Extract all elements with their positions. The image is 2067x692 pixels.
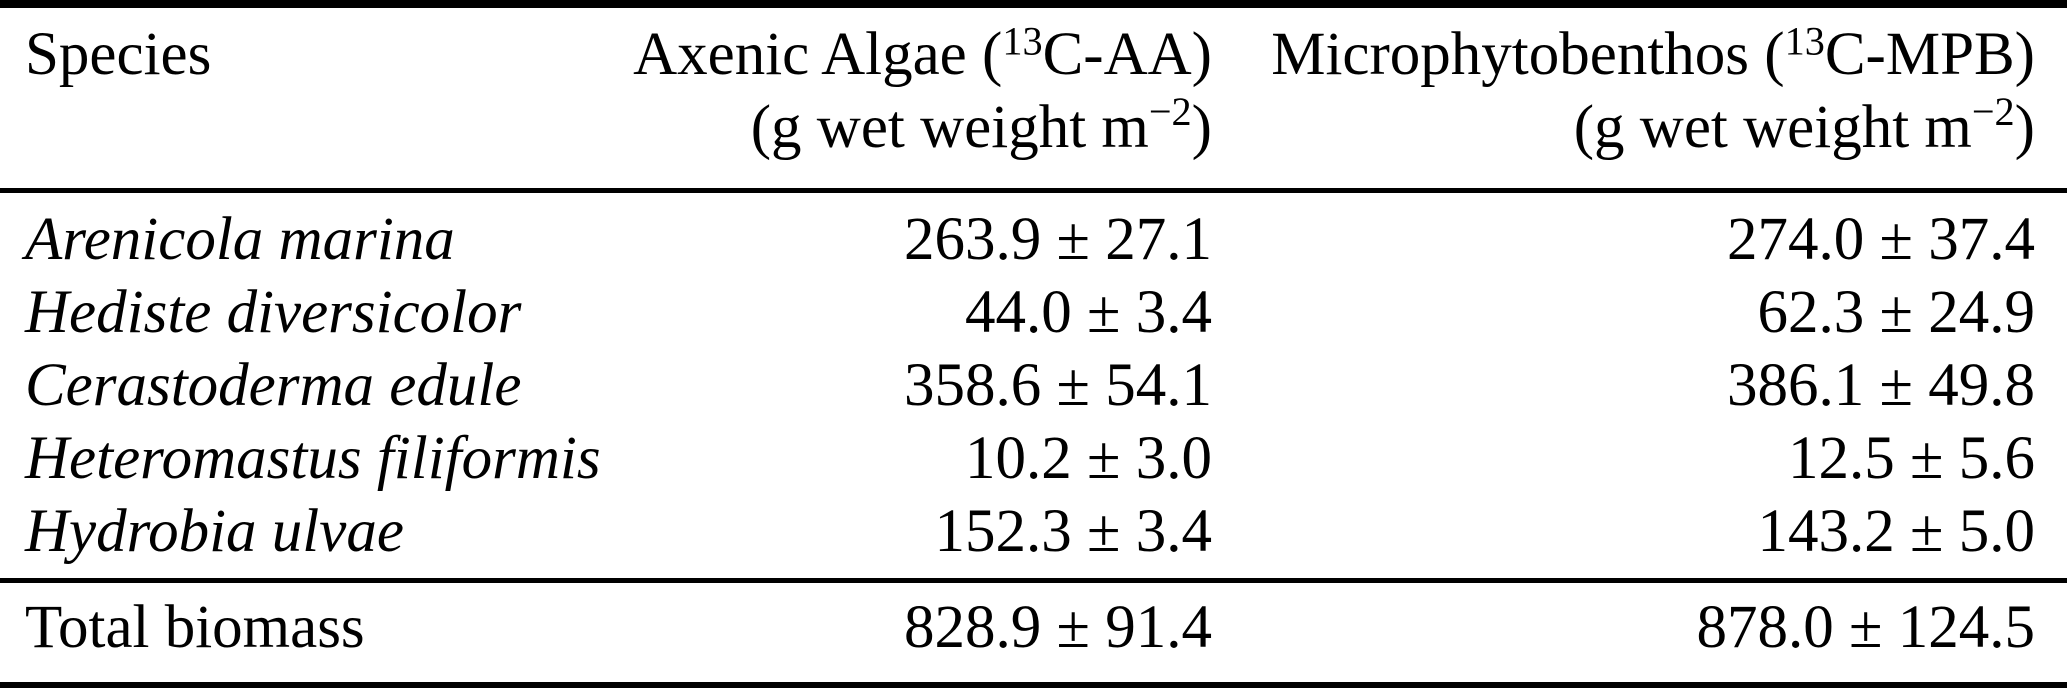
table-row: Arenicola marina 263.9 ± 27.1 274.0 ± 37… [0,203,2067,276]
unit-text-part: ) [1191,94,1212,161]
microphytobenthos-value: 386.1 ± 49.8 [1727,352,2035,419]
column-header-microphytobenthos-unit: (g wet weight m−2) [1212,91,2035,164]
axenic-algae-value: 152.3 ± 3.4 [934,498,1212,565]
axenic-algae-value: 10.2 ± 3.0 [965,425,1212,492]
axenic-algae-value: 44.0 ± 3.4 [965,279,1212,346]
unit-text-part: ) [2014,94,2035,161]
table-rule-footer-top [0,578,2067,583]
column-header-microphytobenthos: Microphytobenthos (13C-MPB) (g wet weigh… [1212,18,2067,164]
microphytobenthos-value: 62.3 ± 24.9 [1757,279,2035,346]
axenic-algae-value: 358.6 ± 54.1 [904,352,1212,419]
species-name: Hediste diversicolor [25,279,522,346]
header-text-part: Axenic Algae ( [633,21,1003,88]
column-header-species-label: Species [25,21,212,88]
table-body: Arenicola marina 263.9 ± 27.1 274.0 ± 37… [0,193,2067,578]
table-row: Cerastoderma edule 358.6 ± 54.1 386.1 ± … [0,349,2067,422]
table-rule-top [0,0,2067,8]
axenic-algae-value: 263.9 ± 27.1 [904,206,1212,273]
microphytobenthos-value: 12.5 ± 5.6 [1788,425,2035,492]
species-name: Hydrobia ulvae [25,498,404,565]
species-name: Arenicola marina [25,206,455,273]
total-biomass-label: Total biomass [25,594,365,661]
table-footer-row: Total biomass 828.9 ± 91.4 878.0 ± 124.5 [0,583,2067,682]
total-microphytobenthos-value: 878.0 ± 124.5 [1696,594,2035,661]
exponent-superscript: −2 [1148,88,1192,134]
header-text-part: C-AA) [1042,21,1212,88]
header-text-part: C-MPB) [1824,21,2035,88]
header-text-part: Microphytobenthos ( [1271,21,1785,88]
exponent-superscript: −2 [1971,88,2015,134]
unit-text-part: (g wet weight m [750,94,1149,161]
column-header-axenic-algae-title: Axenic Algae (13C-AA) [620,18,1212,91]
table-rule-bottom [0,682,2067,688]
microphytobenthos-value: 274.0 ± 37.4 [1727,206,2035,273]
unit-text-part: (g wet weight m [1573,94,1972,161]
species-name: Heteromastus filiformis [25,425,601,492]
table-row: Hediste diversicolor 44.0 ± 3.4 62.3 ± 2… [0,276,2067,349]
isotope-superscript: 13 [1002,18,1043,64]
total-axenic-algae-value: 828.9 ± 91.4 [904,594,1212,661]
table-header-row: Species Axenic Algae (13C-AA) (g wet wei… [0,8,2067,188]
table-row: Heteromastus filiformis 10.2 ± 3.0 12.5 … [0,422,2067,495]
table-rule-header-bottom [0,188,2067,193]
column-header-microphytobenthos-title: Microphytobenthos (13C-MPB) [1212,18,2035,91]
microphytobenthos-value: 143.2 ± 5.0 [1757,498,2035,565]
column-header-species: Species [0,18,620,164]
column-header-axenic-algae: Axenic Algae (13C-AA) (g wet weight m−2) [620,18,1212,164]
table-row: Hydrobia ulvae 152.3 ± 3.4 143.2 ± 5.0 [0,495,2067,568]
species-name: Cerastoderma edule [25,352,522,419]
column-header-axenic-algae-unit: (g wet weight m−2) [620,91,1212,164]
isotope-superscript: 13 [1784,18,1825,64]
